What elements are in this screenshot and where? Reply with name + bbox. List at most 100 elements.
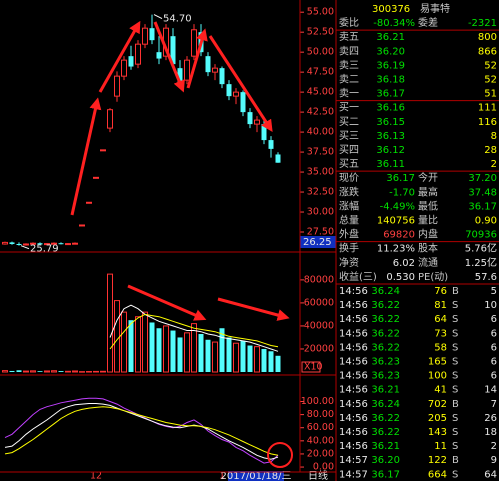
volume-bar	[184, 332, 190, 373]
y-tick-label: 55.00	[307, 7, 334, 18]
volume-bar	[212, 341, 218, 373]
arrow	[153, 21, 185, 93]
book-volume: 28	[484, 145, 497, 156]
tick-side: B	[452, 399, 459, 410]
y-tick-label: 20000	[304, 343, 334, 354]
volume-bar	[233, 342, 239, 373]
candle-body	[128, 56, 134, 67]
tick-volume: 702	[428, 399, 447, 410]
cursor-price-box	[300, 236, 336, 249]
candle-body	[9, 242, 15, 245]
y-tick-label: 40000	[304, 320, 334, 331]
book-volume: 52	[484, 60, 497, 71]
field-label: 涨跌	[339, 185, 359, 198]
y-tick-label: 27.50	[307, 227, 334, 238]
candle-body	[79, 224, 85, 227]
volume-bar	[2, 370, 8, 373]
y-tick-label: 80000	[304, 274, 334, 285]
tick-time: 14:56	[339, 399, 368, 410]
tick-count: 6	[491, 342, 497, 353]
candle-body	[86, 201, 92, 204]
volume-bar	[86, 371, 92, 373]
tick-count: 2	[491, 441, 497, 452]
candle-body	[72, 242, 78, 245]
user-drawings	[70, 20, 293, 468]
tick-count: 9	[491, 455, 497, 466]
candle-body	[268, 140, 274, 149]
arrow	[186, 28, 208, 89]
book-label: 买五	[339, 158, 359, 170]
arrow	[98, 20, 141, 93]
field-value: -1.70	[389, 187, 415, 198]
field-label: 换手	[339, 242, 359, 255]
candle-body	[170, 36, 176, 65]
tick-volume: 81	[434, 300, 447, 311]
volume-bar	[58, 371, 64, 372]
field-value: -4.49%	[380, 201, 415, 212]
tick-count: 14	[484, 385, 497, 396]
stock-code: 300376	[372, 4, 410, 15]
tick-time: 14:56	[339, 385, 368, 396]
arrow	[127, 284, 207, 321]
tick-time: 14:57	[339, 469, 368, 480]
tick-time: 14:56	[339, 371, 368, 382]
book-label: 买四	[339, 144, 359, 156]
tick-count: 5	[491, 286, 497, 297]
field-value: -2321	[468, 18, 497, 29]
tick-count: 6	[491, 314, 497, 325]
field-label: 最高	[418, 185, 438, 198]
y-tick-label: 50.00	[307, 47, 334, 58]
tick-side: B	[452, 455, 459, 466]
candle-body	[261, 124, 267, 141]
y-tick-label: 60.00	[307, 422, 334, 433]
tick-time: 14:56	[339, 300, 368, 311]
tick-side: S	[452, 427, 458, 438]
candle-body	[30, 242, 36, 245]
candle-body	[16, 244, 22, 246]
candle-body	[44, 243, 50, 246]
tick-count: 26	[484, 413, 497, 424]
candle-body	[37, 243, 43, 245]
volume-bar	[9, 370, 15, 372]
tick-volume: 122	[428, 455, 447, 466]
tick-price: 36.22	[371, 342, 400, 353]
candle-body	[240, 92, 246, 113]
tick-price: 36.24	[371, 399, 400, 410]
tick-side: S	[452, 413, 458, 424]
volume-bar	[23, 370, 29, 373]
candle-body	[247, 112, 253, 125]
volume-bar	[142, 311, 148, 373]
tick-time: 14:56	[339, 427, 368, 438]
field-label: PE(动)	[418, 271, 448, 283]
volume-bar	[226, 337, 232, 372]
candle-body	[23, 243, 29, 246]
extreme-label: 25.79	[30, 244, 59, 255]
volume-bar	[65, 370, 71, 373]
extreme-pointer	[153, 14, 163, 20]
y-tick-label: 37.50	[307, 147, 334, 158]
tick-time: 14:56	[339, 441, 368, 452]
field-label: 收益(三)	[339, 270, 377, 283]
book-volume: 800	[478, 32, 497, 43]
y-tick-label: 32.50	[307, 187, 334, 198]
tick-volume: 165	[428, 357, 447, 368]
book-volume: 51	[484, 89, 497, 100]
tick-count: 64	[484, 469, 497, 480]
tick-count: 18	[484, 427, 497, 438]
cursor-date-box	[228, 471, 284, 481]
unit-box	[301, 361, 321, 373]
book-volume: 866	[478, 46, 497, 57]
volume-bar	[121, 311, 127, 373]
y-tick-label: 45.00	[307, 87, 334, 98]
candle-body	[275, 154, 281, 163]
x-tick-label: 12	[90, 471, 102, 481]
volume-bar	[100, 370, 106, 373]
x-tick-label: 1	[219, 471, 225, 481]
book-price: 36.15	[376, 117, 405, 128]
y-tick-label: 100.00	[301, 396, 334, 407]
volume-bar	[163, 325, 169, 373]
candle-body	[51, 242, 57, 245]
book-volume: 8	[491, 131, 497, 142]
y-tick-label: 0.00	[313, 462, 334, 473]
